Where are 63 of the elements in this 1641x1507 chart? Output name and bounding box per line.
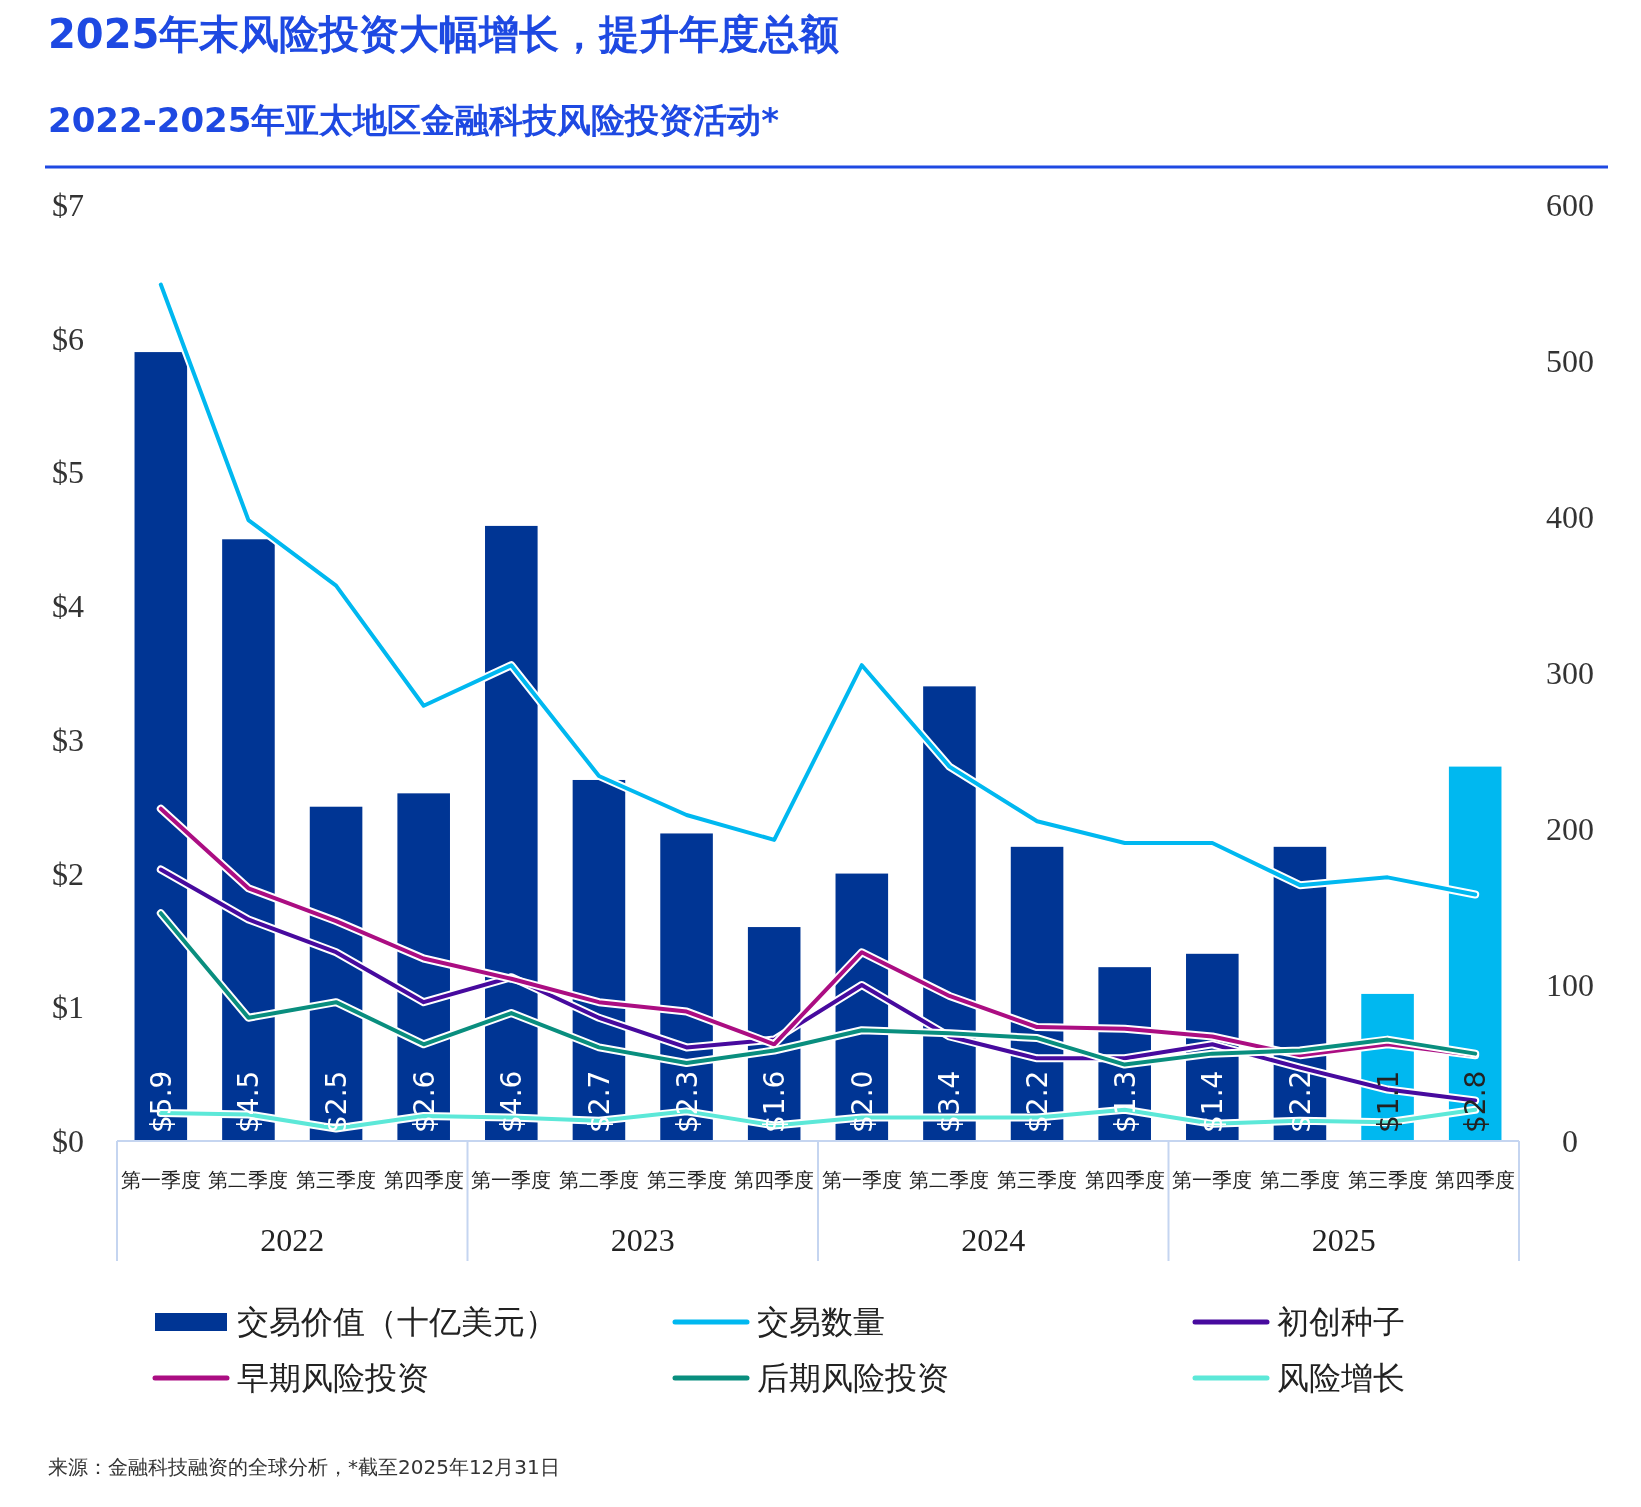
legend-label: 初创种子 <box>1277 1303 1405 1341</box>
data-label: $4.6 <box>495 1070 529 1133</box>
x-tick-label: 第四季度 <box>1084 1168 1165 1192</box>
y2-tick-label: 0 <box>1562 1123 1578 1159</box>
y-tick-label: $3 <box>52 721 84 758</box>
x-tick-label: 第一季度 <box>1172 1168 1253 1192</box>
x-tick-label: 第一季度 <box>120 1168 201 1192</box>
y2-tick-label: 500 <box>1546 343 1594 379</box>
data-label: $1.6 <box>758 1070 792 1133</box>
chart-title: 2025年末风险投资大幅增长，提升年度总额 <box>48 11 840 57</box>
y-tick-label: $1 <box>52 989 84 1026</box>
text: 2022 <box>260 1222 325 1258</box>
legend-label: 交易价值（十亿美元） <box>237 1303 557 1341</box>
text: 2025 <box>1311 1222 1376 1258</box>
bar <box>134 352 188 1141</box>
x-tick-label: 第二季度 <box>909 1168 990 1192</box>
x-tick-label: 第一季度 <box>471 1168 552 1192</box>
bar <box>1448 766 1502 1141</box>
x-tick-label: 第三季度 <box>997 1168 1078 1192</box>
x-tick-label: 第二季度 <box>208 1168 289 1192</box>
bar <box>485 525 538 1141</box>
y2-tick-label: 600 <box>1546 187 1594 223</box>
y-tick-label: $7 <box>52 187 84 223</box>
text: 2023 <box>610 1222 675 1258</box>
x-tick-label: 第二季度 <box>558 1168 639 1192</box>
y-tick-label: $5 <box>52 454 84 491</box>
legend-label: 后期风险投资 <box>757 1359 949 1397</box>
y2-tick-label: 300 <box>1546 655 1594 691</box>
bar <box>923 686 976 1141</box>
y2-tick-label: 400 <box>1546 499 1594 535</box>
data-label: $2.2 <box>1021 1070 1055 1133</box>
x-tick-label: 第一季度 <box>821 1168 902 1192</box>
data-label: $4.5 <box>232 1070 266 1133</box>
x-tick-label: 第四季度 <box>383 1168 464 1192</box>
text: 2024 <box>961 1222 1026 1258</box>
data-label: $3.4 <box>933 1070 967 1133</box>
x-tick-label: 第四季度 <box>734 1168 815 1192</box>
data-label: $1.1 <box>1371 1070 1405 1133</box>
y2-tick-label: 100 <box>1546 967 1594 1003</box>
y-tick-label: $0 <box>52 1123 84 1159</box>
data-label: $5.9 <box>144 1070 178 1133</box>
y-tick-label: $6 <box>52 320 84 357</box>
y2-tick-label: 200 <box>1546 811 1594 847</box>
legend-label: 早期风险投资 <box>237 1359 429 1397</box>
chart-subtitle: 2022-2025年亚太地区金融科技风险投资活动* <box>48 100 780 140</box>
data-label: $2.8 <box>1459 1070 1493 1133</box>
data-label: $2.7 <box>582 1070 616 1133</box>
legend-label: 风险增长 <box>1277 1359 1405 1397</box>
x-tick-label: 第三季度 <box>646 1168 727 1192</box>
y-tick-label: $4 <box>52 588 84 625</box>
y-tick-label: $2 <box>52 855 84 892</box>
x-tick-label: 第三季度 <box>1347 1168 1428 1192</box>
x-tick-label: 第四季度 <box>1435 1168 1516 1192</box>
legend-label: 交易数量 <box>757 1303 885 1341</box>
x-tick-label: 第二季度 <box>1259 1168 1340 1192</box>
data-label: $1.3 <box>1108 1070 1142 1133</box>
source-note: 来源：金融科技融资的全球分析，*截至2025年12月31日 <box>48 1455 560 1479</box>
bar <box>222 539 275 1141</box>
data-label: $2.3 <box>670 1070 704 1133</box>
data-label: $2.6 <box>407 1070 441 1133</box>
data-label: $2.0 <box>845 1070 879 1133</box>
x-tick-label: 第三季度 <box>296 1168 377 1192</box>
data-label: $1.4 <box>1196 1070 1230 1133</box>
